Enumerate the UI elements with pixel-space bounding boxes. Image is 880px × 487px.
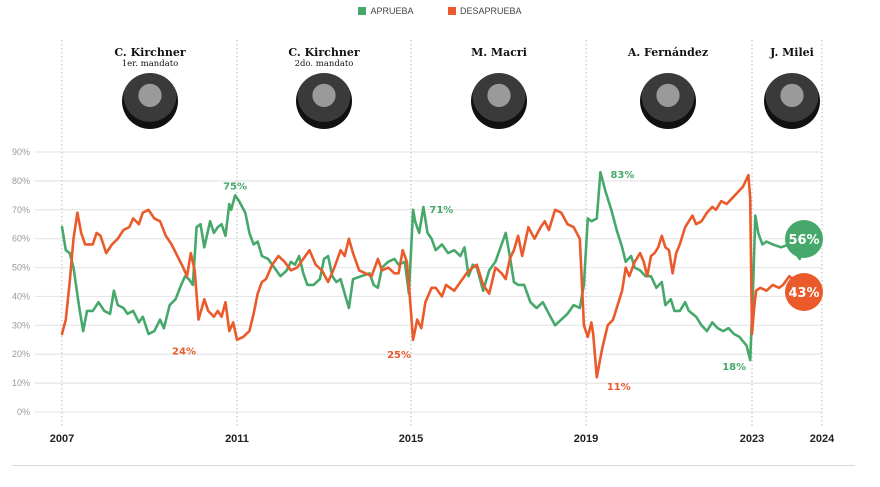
x-tick-label: 2023 <box>740 433 764 445</box>
annotation-label: 25% <box>387 350 411 361</box>
legend-label-aprueba: APRUEBA <box>370 6 414 16</box>
portrait-avatar-icon <box>122 73 178 129</box>
end-labels: 56% 43% <box>785 220 823 311</box>
y-tick-label: 60% <box>12 234 30 244</box>
y-tick-label: 20% <box>12 349 30 359</box>
president-name: M. Macri <box>471 46 527 59</box>
end-label-aprueba: 56% <box>785 220 823 258</box>
end-label-text: 43% <box>788 286 819 301</box>
gridlines <box>35 151 822 413</box>
y-tick-label: 40% <box>12 291 30 301</box>
annotation-label: 71% <box>429 205 453 216</box>
bottom-divider <box>12 465 855 466</box>
x-tick-label: 2015 <box>399 433 423 445</box>
series-line-desaprueba <box>60 173 810 379</box>
portrait-avatar-icon <box>296 73 352 129</box>
x-tick-label: 2019 <box>574 433 598 445</box>
president-name: C. Kirchner <box>114 46 186 59</box>
legend-item-aprueba[interactable]: APRUEBA <box>358 6 413 16</box>
x-tick-label: 2011 <box>225 433 249 445</box>
y-tick-label: 70% <box>12 205 30 215</box>
president-name: C. Kirchner <box>288 46 360 59</box>
president-header-fernandez: A. Fernández <box>618 46 718 129</box>
president-name: J. Milei <box>770 46 814 59</box>
annotation-label: 24% <box>172 347 196 358</box>
portrait-avatar-icon <box>640 73 696 129</box>
chart-legend: APRUEBA DESAPRUEBA <box>0 6 880 17</box>
x-axis-ticks: 2007 2011 2015 2019 2023 2024 <box>50 433 835 445</box>
annotations: 75% 24% 71% 25% 83% 11% 18% <box>172 170 746 393</box>
term-boundary-lines <box>61 40 823 426</box>
annotation-label: 75% <box>223 181 247 192</box>
president-header-ckirchner-1: C. Kirchner 1er. mandato <box>100 46 200 129</box>
y-tick-label: 30% <box>12 320 30 330</box>
legend-swatch-aprueba <box>358 7 367 15</box>
end-label-text: 56% <box>788 233 819 248</box>
president-header-milei: J. Milei <box>752 46 832 129</box>
x-tick-label: 2007 <box>50 433 74 445</box>
end-label-badge <box>785 220 823 258</box>
y-tick-label: 0% <box>17 407 30 417</box>
end-label-desaprueba: 43% <box>785 273 823 311</box>
legend-item-desaprueba[interactable]: DESAPRUEBA <box>448 6 522 16</box>
president-header-ckirchner-2: C. Kirchner 2do. mandato <box>274 46 374 129</box>
president-term: 1er. mandato <box>121 59 179 69</box>
series-line-aprueba <box>60 170 810 362</box>
annotation-label: 83% <box>610 170 634 181</box>
annotation-label: 11% <box>607 382 631 393</box>
portrait-avatar-icon <box>471 73 527 129</box>
president-header-macri: M. Macri <box>449 46 549 129</box>
y-tick-label: 10% <box>12 378 30 388</box>
legend-swatch-desaprueba <box>448 7 456 15</box>
y-tick-label: 50% <box>12 263 30 273</box>
end-label-badge <box>785 273 823 311</box>
y-tick-label: 90% <box>12 147 30 157</box>
series-lines <box>60 170 810 379</box>
president-term: 2do. mandato <box>294 59 354 69</box>
legend-label-desaprueba: DESAPRUEBA <box>460 6 522 16</box>
y-axis-ticks: 0% 10% 20% 30% 40% 50% 60% 70% 80% 90% <box>12 147 30 417</box>
x-tick-label: 2024 <box>810 433 835 445</box>
y-tick-label: 80% <box>12 176 30 186</box>
president-name: A. Fernández <box>627 46 709 59</box>
portrait-avatar-icon <box>764 73 820 129</box>
annotation-label: 18% <box>722 362 746 373</box>
